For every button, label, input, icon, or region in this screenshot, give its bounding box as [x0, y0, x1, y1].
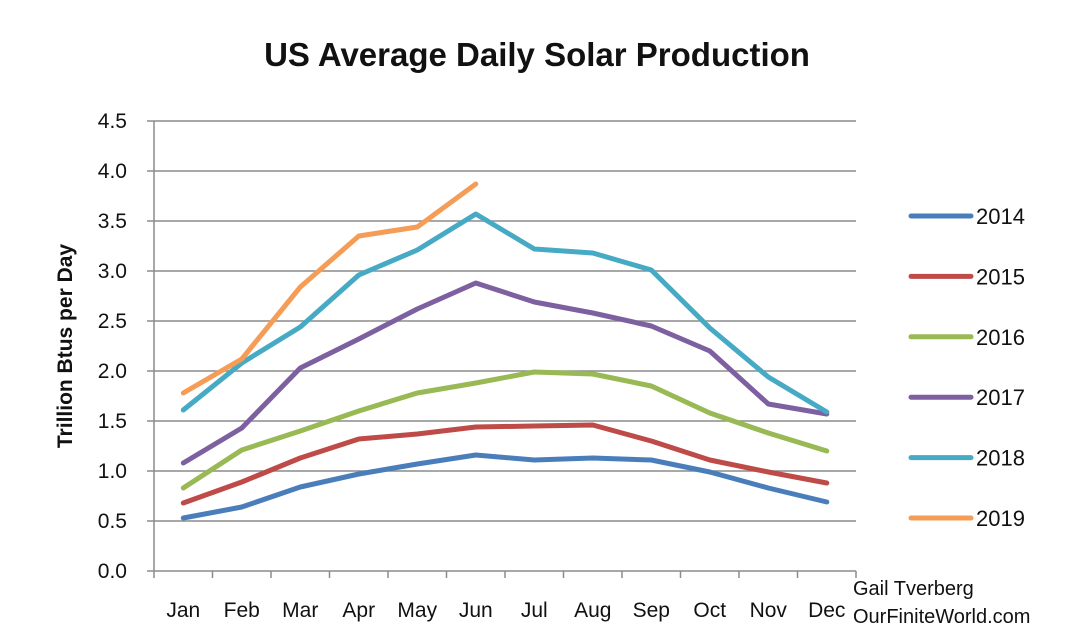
- y-tick-label: 2.0: [98, 360, 127, 383]
- series-lines: [180, 181, 830, 521]
- series-line-2015: [180, 422, 830, 506]
- x-tick-label: Nov: [750, 599, 788, 622]
- y-tick-label: 0.5: [98, 510, 127, 533]
- y-tick-label: 1.0: [98, 460, 127, 483]
- y-tick-label: 4.0: [98, 160, 127, 183]
- series-line-2014: [180, 452, 830, 521]
- y-axis-label: Trillion Btus per Day: [54, 244, 77, 449]
- legend-label-2015: 2015: [976, 264, 1025, 289]
- legend-label-2018: 2018: [976, 446, 1025, 471]
- x-tick-label: Aug: [574, 599, 611, 622]
- x-tick-label: Dec: [808, 599, 845, 622]
- x-tick-label: Mar: [282, 599, 318, 622]
- y-axis-ticks: 0.0 0.5 1.0 1.5 2.0 2.5 3.0 3.5 4.0 4.5: [98, 110, 154, 583]
- x-tick-label: Feb: [224, 599, 260, 622]
- x-tick-label: Apr: [342, 599, 375, 622]
- y-tick-label: 3.0: [98, 260, 127, 283]
- y-tick-label: 3.5: [98, 210, 127, 233]
- x-tick-label: Jun: [459, 599, 493, 622]
- x-tick-label: Jan: [166, 599, 200, 622]
- x-tick-label: Sep: [633, 599, 670, 622]
- legend-label-2016: 2016: [976, 325, 1025, 350]
- legend-label-2017: 2017: [976, 385, 1025, 410]
- y-tick-label: 2.5: [98, 310, 127, 333]
- credit-website: OurFiniteWorld.com: [853, 606, 1030, 628]
- y-tick-label: 1.5: [98, 410, 127, 433]
- y-tick-label: 0.0: [98, 560, 127, 583]
- x-tick-label: Oct: [693, 599, 726, 622]
- legend: 2014 2015 2016 2017 2018 2019: [908, 204, 1025, 531]
- legend-label-2014: 2014: [976, 204, 1025, 229]
- y-tick-label: 4.5: [98, 110, 127, 133]
- x-tick-label: May: [397, 599, 437, 622]
- series-line-2018: [180, 211, 830, 415]
- gridlines: [154, 120, 856, 522]
- series-line-2017: [180, 280, 830, 466]
- legend-label-2019: 2019: [976, 506, 1025, 531]
- series-line-2016: [180, 369, 830, 491]
- series-line-2019: [180, 181, 479, 396]
- x-tick-label: Jul: [521, 599, 548, 622]
- chart-title: US Average Daily Solar Production: [264, 36, 810, 73]
- x-axis-ticks: Jan Feb Mar Apr May Jun Jul Aug Sep Oct Nov Dec: [153, 571, 857, 622]
- credit-author: Gail Tverberg: [853, 578, 974, 600]
